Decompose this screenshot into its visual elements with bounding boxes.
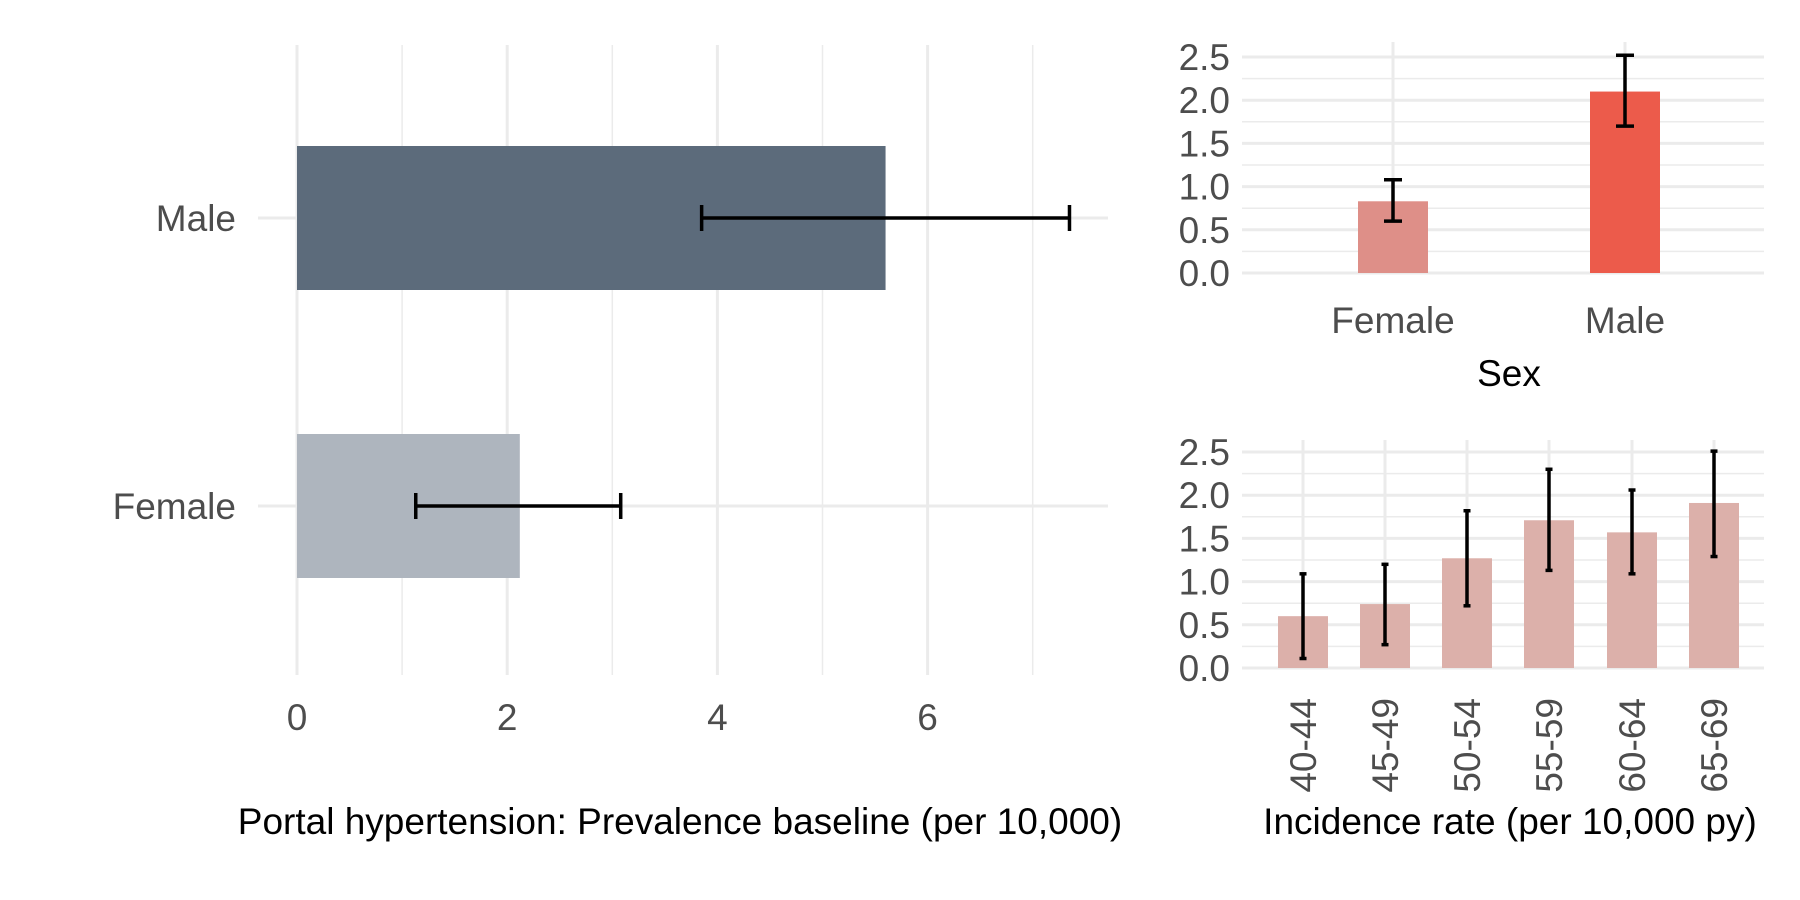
caption-left: Portal hypertension: Prevalence baseline… xyxy=(238,801,1122,842)
sex-tick-label-y: 0.0 xyxy=(1179,253,1230,294)
age-tick-label-y: 1.0 xyxy=(1179,562,1230,603)
sex-tick-label-x: Male xyxy=(1585,300,1665,341)
age-tick-label-x: 50-54 xyxy=(1447,698,1488,793)
age-tick-label-x: 45-49 xyxy=(1365,698,1406,793)
age-tick-label-y: 0.5 xyxy=(1179,605,1230,646)
prevalence-tick-label-x: 6 xyxy=(917,697,938,738)
age-tick-label-y: 2.5 xyxy=(1179,432,1230,473)
age-tick-label-x: 40-44 xyxy=(1283,698,1324,793)
prevalence-tick-label-male: Male xyxy=(156,198,236,239)
sex-tick-label-x: Female xyxy=(1331,300,1454,341)
age-tick-label-x: 60-64 xyxy=(1612,698,1653,793)
prevalence-tick-label-x: 2 xyxy=(497,697,518,738)
sex-tick-label-y: 1.0 xyxy=(1179,167,1230,208)
incidence-by-age-panel: 0.00.51.01.52.02.5 40-44 45-49 50-54 55-59 60… xyxy=(1179,432,1764,793)
sex-tick-label-y: 1.5 xyxy=(1179,123,1230,164)
age-tick-label-x: 65-69 xyxy=(1694,698,1735,793)
sex-axis-title: Sex xyxy=(1477,353,1541,394)
prevalence-panel: Male Female 0 2 4 6 xyxy=(113,45,1108,738)
age-tick-label-x: 55-59 xyxy=(1529,698,1570,793)
prevalence-tick-label-x: 4 xyxy=(707,697,728,738)
sex-tick-label-y: 2.5 xyxy=(1179,37,1230,78)
caption-right: Incidence rate (per 10,000 py) xyxy=(1263,801,1757,842)
age-tick-label-y: 1.5 xyxy=(1179,518,1230,559)
sex-tick-label-y: 2.0 xyxy=(1179,80,1230,121)
prevalence-tick-label-x: 0 xyxy=(287,697,308,738)
age-tick-label-y: 0.0 xyxy=(1179,648,1230,689)
prevalence-tick-label-female: Female xyxy=(113,486,236,527)
age-tick-label-y: 2.0 xyxy=(1179,475,1230,516)
incidence-by-sex-panel: 0.00.51.01.52.02.5 Female Male Sex xyxy=(1179,37,1764,394)
sex-tick-label-y: 0.5 xyxy=(1179,210,1230,251)
